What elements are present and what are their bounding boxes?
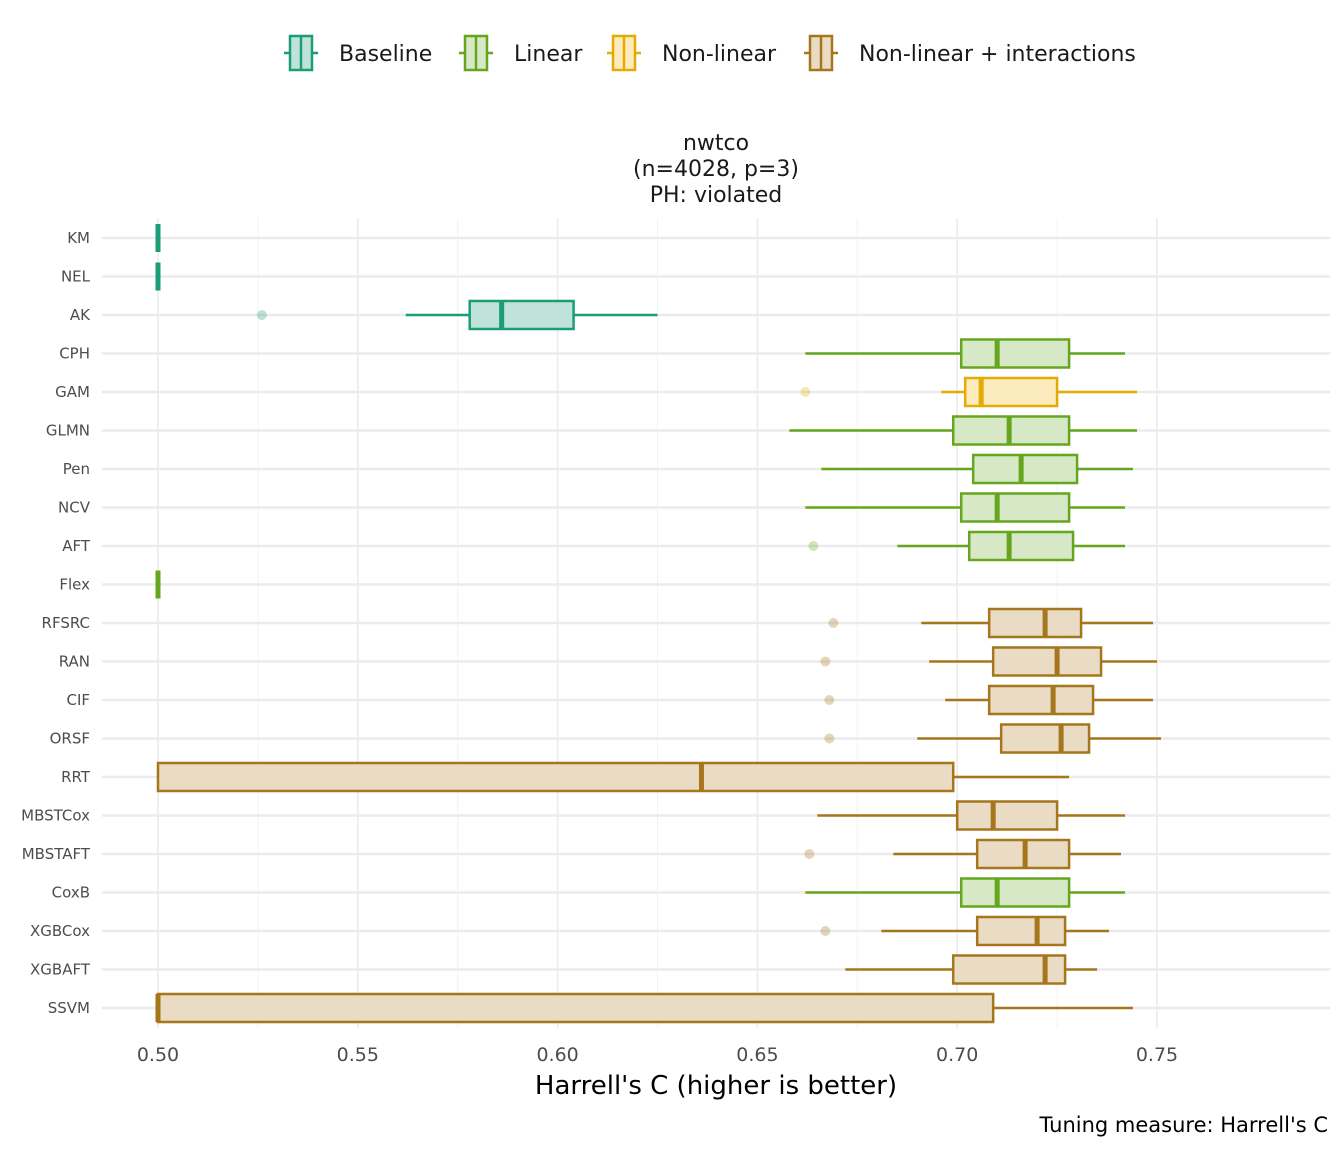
y-tick-label: Flex [59,576,90,594]
box-series [155,224,1161,1024]
iqr-box [959,338,1071,369]
y-tick-label: RFSRC [42,614,90,632]
legend-item-baseline: Baseline [284,34,432,72]
box-ssvm [155,992,1134,1024]
outlier-point [824,695,835,705]
y-tick-label: CIF [66,691,90,709]
facet-title-line-1: nwtco [683,131,749,156]
y-tick-label: NEL [61,268,91,286]
iqr-box [991,646,1103,677]
box-orsf [824,723,1161,754]
outlier-point [808,541,819,551]
iqr-box [959,877,1071,908]
y-tick-label: NCV [58,499,91,517]
box-ran [820,646,1157,677]
iqr-box [955,800,1059,831]
outlier-point [256,310,267,320]
box-rfsrc [828,607,1154,639]
box-xgbcox [820,915,1110,947]
y-tick-label: ORSF [50,730,90,748]
outlier-point [824,733,835,744]
iqr-box [987,607,1083,639]
outlier-point [820,926,831,936]
legend-item-non-linear: Non-linear [607,34,777,72]
box-cif [824,684,1154,716]
iqr-box [156,761,955,793]
iqr-box [987,684,1095,716]
box-glmn [789,415,1138,446]
caption: Tuning measure: Harrell's C [1039,1113,1328,1137]
legend-label: Linear [514,42,583,67]
box-ncv [805,492,1126,523]
iqr-box [971,453,1079,485]
outlier-point [800,387,811,397]
box-xgbaft [845,954,1098,985]
y-tick-label: Pen [63,460,90,478]
iqr-box [967,530,1075,562]
box-ak [256,299,658,331]
iqr-box [468,299,575,331]
iqr-box [999,723,1091,754]
x-tick-label: 0.50 [137,1044,179,1066]
iqr-box [951,954,1067,985]
facet-title: nwtco (n=4028, p=3) PH: violated [633,131,799,208]
y-tick-label: XGBCox [30,922,90,940]
legend-label: Baseline [339,42,432,67]
y-tick-label: RRT [61,768,91,786]
box-pen [821,453,1134,485]
y-tick-label: MBSTAFT [22,845,91,863]
legend-item-linear: Linear [459,34,583,72]
y-tick-label: KM [67,229,90,247]
x-tick-label: 0.75 [1136,1044,1178,1066]
x-tick-label: 0.55 [337,1044,379,1066]
y-tick-label: AFT [62,537,91,555]
y-tick-label: CoxB [52,884,90,902]
x-tick-label: 0.65 [736,1044,778,1066]
legend-label: Non-linear + interactions [859,42,1136,67]
box-cph [805,338,1126,369]
y-tick-label: SSVM [48,999,90,1017]
x-axis-label: Harrell's C (higher is better) [535,1071,897,1101]
facet-title-line-2: (n=4028, p=3) [633,157,799,182]
y-tick-label: GLMN [46,422,90,440]
box-gam [800,376,1138,408]
box-coxb [805,877,1126,908]
y-tick-label: RAN [59,653,90,671]
y-tick-label: CPH [59,345,90,363]
legend-item-non-linear-interactions: Non-linear + interactions [804,34,1136,72]
x-tick-label: 0.60 [536,1044,578,1066]
iqr-box [156,992,995,1024]
legend: Baseline Linear Non-linear Non-linear + int… [284,34,1136,72]
y-tick-label: XGBAFT [30,961,91,979]
y-axis-tick-labels: KM NEL AK CPH GAM GLMN Pen NCV AFT Flex RFSRC RAN CI… [21,229,91,1017]
y-tick-label: MBSTCox [21,807,90,825]
outlier-point [828,618,839,628]
x-tick-label: 0.70 [936,1044,978,1066]
y-tick-label: GAM [55,383,90,401]
x-axis-tick-labels: 0.50 0.55 0.60 0.65 0.70 0.75 [137,1044,1178,1066]
box-mbstaft [804,838,1122,870]
box-aft [808,530,1126,562]
outlier-point [804,849,815,859]
iqr-box [975,915,1067,947]
box-rrt [156,761,1070,793]
legend-label: Non-linear [662,42,777,67]
box-mbstcox [817,800,1126,831]
iqr-box [959,492,1071,523]
facet-title-line-3: PH: violated [650,183,783,208]
outlier-point [820,656,831,667]
y-tick-label: AK [70,306,91,324]
